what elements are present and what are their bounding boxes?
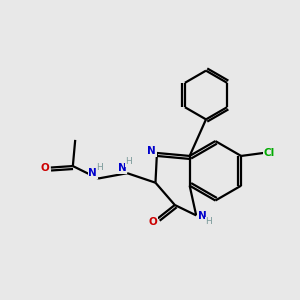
Text: O: O xyxy=(148,217,157,227)
Text: H: H xyxy=(125,158,132,166)
Text: N: N xyxy=(88,168,97,178)
Text: H: H xyxy=(205,218,212,226)
Text: Cl: Cl xyxy=(264,148,275,158)
Text: N: N xyxy=(147,146,156,157)
Text: N: N xyxy=(198,211,206,221)
Text: H: H xyxy=(96,163,103,172)
Text: O: O xyxy=(40,163,49,172)
Text: N: N xyxy=(118,163,126,173)
